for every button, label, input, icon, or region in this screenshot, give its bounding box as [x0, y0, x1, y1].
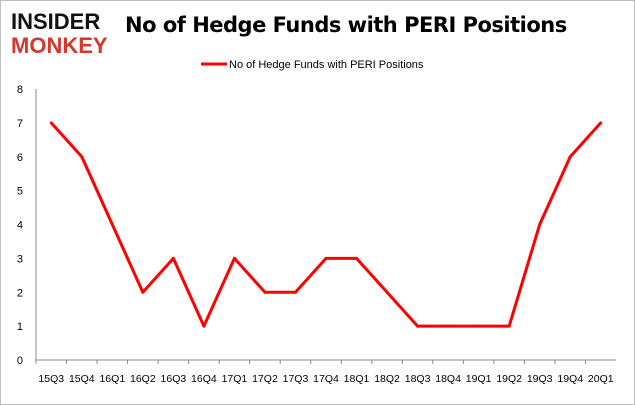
- x-tick-label: 18Q4: [435, 373, 461, 385]
- data-point: [171, 256, 175, 260]
- data-point: [49, 121, 53, 125]
- data-point: [355, 256, 359, 260]
- y-tick-label: 1: [17, 321, 23, 333]
- logo-line1: INSIDER: [11, 9, 100, 34]
- x-tick-label: 17Q3: [283, 373, 309, 385]
- x-tick-label: 18Q3: [405, 373, 431, 385]
- x-tick-label: 15Q3: [38, 373, 64, 385]
- data-point: [568, 155, 572, 159]
- series-line: [50, 121, 602, 328]
- data-point: [293, 290, 297, 294]
- x-tick-label: 17Q2: [252, 373, 278, 385]
- y-tick-label: 2: [17, 287, 23, 299]
- x-tick-label: 16Q3: [161, 373, 187, 385]
- x-tick-label: 16Q1: [99, 373, 125, 385]
- data-point: [110, 223, 114, 226]
- data-point: [232, 256, 236, 260]
- y-tick-label: 0: [17, 355, 23, 367]
- x-tick-label: 17Q1: [222, 373, 248, 385]
- data-point: [538, 223, 542, 226]
- data-point: [507, 324, 511, 328]
- y-tick-label: 8: [17, 84, 23, 96]
- y-tick-label: 6: [17, 152, 23, 164]
- data-point: [599, 121, 603, 125]
- insider-monkey-logo: INSIDER MONKEY: [11, 9, 108, 57]
- chart-title: No of Hedge Funds with PERI Positions: [125, 13, 567, 37]
- legend: No of Hedge Funds with PERI Positions: [201, 59, 424, 71]
- y-tick-label: 7: [17, 118, 23, 130]
- x-tick-label: 19Q2: [496, 373, 522, 385]
- data-point: [416, 324, 420, 328]
- x-tick-label: 15Q4: [69, 373, 95, 385]
- x-tick-label: 20Q1: [588, 373, 614, 385]
- data-point: [141, 290, 145, 294]
- x-tick-label: 19Q4: [557, 373, 583, 385]
- data-point: [263, 290, 267, 294]
- legend-label: No of Hedge Funds with PERI Positions: [229, 59, 424, 71]
- x-tick-label: 18Q2: [374, 373, 400, 385]
- y-tick-label: 3: [17, 253, 23, 265]
- x-tick-label: 16Q4: [191, 373, 217, 385]
- x-tick-label: 19Q3: [527, 373, 553, 385]
- logo-line2: MONKEY: [11, 33, 108, 57]
- data-point: [477, 324, 481, 328]
- x-tick-label: 17Q4: [313, 373, 339, 385]
- data-point: [446, 324, 450, 328]
- y-tick-label: 4: [17, 220, 23, 232]
- x-tick-label: 18Q1: [344, 373, 370, 385]
- x-tick-label: 16Q2: [130, 373, 156, 385]
- x-tick-label: 19Q1: [466, 373, 492, 385]
- y-tick-label: 5: [17, 186, 23, 198]
- data-point: [385, 290, 389, 294]
- data-point: [80, 155, 84, 159]
- data-point: [202, 324, 206, 328]
- data-point: [324, 256, 328, 260]
